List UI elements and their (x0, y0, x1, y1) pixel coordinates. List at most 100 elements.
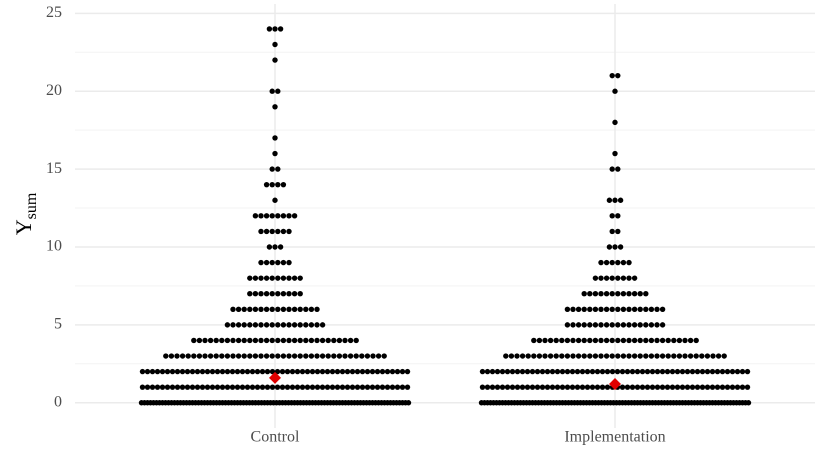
dot (139, 384, 146, 390)
dot (574, 384, 581, 390)
dot (369, 384, 376, 390)
dot (599, 384, 606, 390)
dot (189, 368, 196, 375)
dot (272, 104, 278, 110)
dot (679, 368, 686, 375)
dot (704, 368, 711, 375)
dot (594, 384, 601, 390)
dot (581, 353, 587, 359)
dot (263, 306, 270, 312)
dot (219, 384, 226, 390)
dot (503, 353, 509, 359)
dot (303, 337, 309, 344)
dot (729, 384, 736, 390)
dot (489, 368, 496, 375)
dot (269, 322, 275, 328)
dot (654, 353, 660, 359)
dot (324, 384, 331, 390)
dot (615, 213, 621, 219)
dot (286, 275, 292, 281)
dot (609, 213, 615, 219)
dot (539, 384, 546, 390)
dot (280, 228, 287, 235)
dot (154, 368, 161, 375)
dot (631, 306, 638, 312)
dot (659, 337, 666, 344)
dot (219, 337, 225, 344)
dot (269, 384, 276, 390)
dot (564, 368, 571, 375)
dot (204, 368, 211, 375)
dot (531, 337, 537, 344)
dot (671, 353, 677, 359)
dot (272, 26, 278, 32)
dot (598, 322, 604, 328)
dot (484, 368, 491, 375)
dot (275, 213, 281, 219)
dot (179, 368, 186, 375)
dot (291, 306, 298, 312)
dot (626, 259, 632, 266)
dot (654, 337, 660, 344)
dot (684, 368, 691, 375)
dot (263, 213, 270, 219)
dot (564, 322, 571, 328)
dot (626, 322, 632, 328)
dot (559, 337, 565, 344)
dot (612, 244, 618, 250)
dot (219, 368, 226, 375)
dot (259, 384, 266, 390)
dot (603, 291, 610, 297)
dot (676, 337, 683, 344)
dot (637, 353, 643, 359)
dot (626, 291, 632, 297)
dot (294, 368, 301, 375)
dot (499, 384, 506, 390)
dot (574, 368, 581, 375)
dot (280, 306, 287, 312)
dot (269, 291, 275, 297)
dot (289, 384, 296, 390)
dot (553, 337, 559, 344)
dot (234, 384, 241, 390)
dot (606, 244, 613, 250)
dot (234, 368, 241, 375)
dot (570, 322, 576, 328)
dot (139, 368, 146, 375)
dot (303, 353, 309, 359)
dot (508, 353, 515, 359)
dot (297, 322, 303, 328)
dot (671, 337, 677, 344)
dot (331, 353, 337, 359)
dot (149, 384, 156, 390)
dot (269, 259, 275, 266)
dot (654, 384, 661, 390)
dot (269, 353, 275, 359)
dot (620, 353, 627, 359)
x-tick-label: Implementation (564, 429, 665, 446)
dot (269, 368, 276, 375)
dot (687, 337, 694, 344)
dot (344, 368, 351, 375)
dot (570, 353, 576, 359)
dot (714, 368, 721, 375)
dot (589, 368, 596, 375)
dot (275, 259, 281, 266)
dot (405, 400, 412, 406)
dot (581, 306, 587, 312)
dot (291, 275, 298, 281)
dot (648, 306, 655, 312)
dot (247, 306, 253, 312)
dot (325, 353, 331, 359)
dot (164, 368, 171, 375)
dot (277, 26, 284, 32)
dot (612, 119, 618, 126)
dot (291, 291, 298, 297)
dot (609, 291, 615, 297)
dot (184, 368, 191, 375)
dot (615, 275, 621, 281)
dot (279, 368, 286, 375)
dot (303, 306, 309, 312)
dot (329, 368, 336, 375)
dot (275, 353, 281, 359)
